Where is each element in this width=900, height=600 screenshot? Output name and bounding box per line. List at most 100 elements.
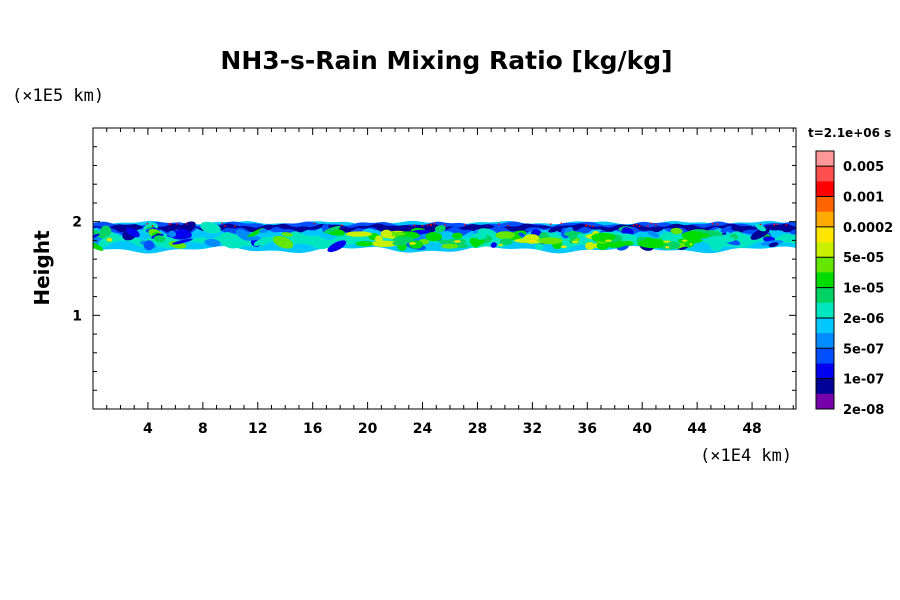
colorbar-swatch <box>816 272 834 288</box>
eddy-hotspot <box>106 237 113 242</box>
top-edge-speckle <box>759 223 762 226</box>
eddy-hotspot <box>665 245 670 249</box>
eddy-blob <box>243 236 261 241</box>
x-tick-label: 8 <box>198 421 208 437</box>
eddy-hotspot <box>372 241 376 245</box>
colorbar-swatch <box>816 348 834 364</box>
top-edge-speckle <box>585 224 588 226</box>
eddy-hotspot <box>571 240 579 244</box>
eddy-blob-dense <box>536 237 563 245</box>
eddy-hotspot <box>689 243 693 246</box>
eddy-blob-dense <box>471 238 480 248</box>
eddy-blob-dense <box>591 232 616 242</box>
colorbar-swatch <box>816 181 834 197</box>
eddy-blob-dense <box>374 235 384 243</box>
eddy-blob-dense <box>707 235 735 243</box>
top-edge-speckle <box>413 224 416 227</box>
top-edge-speckle <box>430 223 432 226</box>
colorbar-label: 5e-07 <box>843 342 884 357</box>
eddy-blob <box>177 229 192 239</box>
colorbar-swatch <box>816 393 834 410</box>
x-tick-label: 36 <box>578 421 597 437</box>
eddy-blob <box>126 227 140 238</box>
eddy-hotspot <box>498 243 504 247</box>
eddy-blob <box>253 236 270 246</box>
plot-frame <box>92 127 797 410</box>
colorbar-label: 1e-05 <box>843 282 884 297</box>
eddy-blob-dense <box>471 232 487 240</box>
x-axis-unit-label: (×1E4 km) <box>700 446 793 466</box>
x-tick-label: 20 <box>358 421 378 437</box>
eddy-hotspot <box>528 239 537 243</box>
eddy-blob-dense <box>684 240 694 248</box>
top-edge-speckle <box>716 223 719 225</box>
colorbar-swatch <box>816 302 834 319</box>
top-edge-speckle <box>773 224 776 227</box>
eddy-hotspot <box>524 238 529 241</box>
colorbar-swatch <box>816 211 834 228</box>
top-edge-speckle <box>433 222 435 225</box>
y-axis-unit-label: (×1E5 km) <box>12 86 105 106</box>
top-edge-speckle <box>588 225 591 227</box>
top-edge-speckle <box>712 223 714 225</box>
top-edge-speckle <box>313 222 315 225</box>
top-edge-speckle <box>176 223 178 225</box>
eddy-blob-dense <box>441 243 459 249</box>
top-edge-speckle <box>632 224 635 227</box>
x-tick-label: 12 <box>248 421 267 437</box>
eddy-blob-dense <box>585 242 595 250</box>
eddy-blob-dense <box>345 231 373 237</box>
top-edge-speckle <box>169 223 171 225</box>
colorbar-label: 0.005 <box>843 160 884 175</box>
eddy-blob <box>323 225 341 234</box>
x-tick-label: 16 <box>303 421 322 437</box>
top-edge-speckle <box>168 223 171 225</box>
mixing-ratio-layer <box>93 220 796 254</box>
x-tick-label: 32 <box>523 421 542 437</box>
colorbar-swatch <box>816 226 834 243</box>
top-edge-speckle <box>584 224 587 227</box>
time-label: t=2.1e+06 s <box>808 126 892 140</box>
colorbar-swatch <box>816 333 834 349</box>
top-edge-speckle <box>146 222 149 225</box>
top-edge-speckle <box>430 224 432 227</box>
eddy-blob-dense <box>392 241 408 246</box>
eddy-hotspot <box>682 239 688 242</box>
eddy-hotspot <box>408 242 416 245</box>
top-edge-speckle <box>650 222 653 225</box>
colorbar-swatch <box>816 378 834 395</box>
eddy-blob <box>416 233 430 239</box>
top-edge-speckle <box>635 223 638 226</box>
eddy-blob-dense <box>438 239 450 244</box>
x-tick-label: 24 <box>413 421 433 437</box>
eddy-blob-dense <box>495 231 516 240</box>
top-edge-speckle <box>444 224 446 226</box>
top-edge-speckle <box>234 225 236 227</box>
x-tick-label: 48 <box>742 421 761 437</box>
top-edge-speckle <box>151 225 154 227</box>
colorbar-label: 2e-08 <box>843 403 884 418</box>
eddy-blob <box>100 225 112 237</box>
top-edge-speckle <box>773 223 776 225</box>
eddy-blob <box>143 240 155 251</box>
top-edge-speckle <box>655 224 657 226</box>
eddy-blob-dense <box>639 238 666 249</box>
top-edge-speckle <box>221 222 223 225</box>
eddy-blob <box>281 232 293 237</box>
colorbar-label: 1e-07 <box>843 373 884 388</box>
eddy-blob <box>200 221 221 234</box>
eddy-blob-dense <box>621 240 634 246</box>
eddy-blob <box>204 238 221 247</box>
eddy-blob-dense <box>355 240 374 247</box>
eddy-blob <box>172 238 193 245</box>
top-edge-speckle <box>785 224 787 226</box>
eddy-blob <box>272 235 294 249</box>
colorbar-swatch <box>816 317 834 334</box>
eddy-blob-dense <box>695 233 710 239</box>
eddy-blob-dense <box>425 231 443 242</box>
top-edge-speckle <box>463 224 466 226</box>
colorbar-swatch <box>816 242 834 258</box>
eddy-blob <box>327 240 347 253</box>
x-tick-label: 44 <box>687 421 707 437</box>
